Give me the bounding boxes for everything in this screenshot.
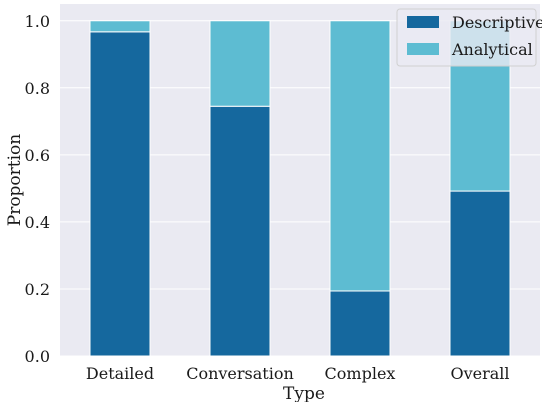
x-tick-labels: Detailed Conversation Complex Overall (86, 364, 510, 383)
y-tick-label: 0.0 (25, 347, 50, 366)
legend: Descriptive Analytical (396, 8, 542, 67)
y-axis-label: Proportion (5, 134, 25, 227)
y-tick-label: 0.6 (25, 146, 50, 165)
y-tick-label: 0.8 (25, 79, 50, 98)
y-tick-labels: 0.0 0.2 0.4 0.6 0.8 1.0 (25, 12, 50, 366)
y-tick-label: 0.2 (25, 280, 50, 299)
x-tick-label: Overall (450, 364, 509, 383)
legend-swatch-descriptive (407, 16, 439, 28)
bar-descriptive-overall (449, 190, 511, 357)
y-tick-label: 1.0 (25, 12, 50, 31)
bar-analytical-detailed (89, 20, 151, 33)
bar-descriptive-conversation (209, 105, 271, 357)
x-tick-label: Conversation (186, 364, 294, 383)
bar-analytical-complex (329, 20, 391, 292)
x-axis-label: Type (283, 384, 325, 402)
bar-descriptive-complex (329, 290, 391, 357)
y-tick-label: 0.4 (25, 213, 50, 232)
x-tick-label: Complex (325, 364, 396, 383)
legend-label-analytical: Analytical (451, 40, 533, 59)
x-tick-label: Detailed (86, 364, 154, 383)
bar-descriptive-detailed (89, 31, 151, 357)
legend-swatch-analytical (407, 43, 439, 55)
legend-label-descriptive: Descriptive (452, 13, 542, 32)
bar-analytical-conversation (209, 20, 271, 107)
